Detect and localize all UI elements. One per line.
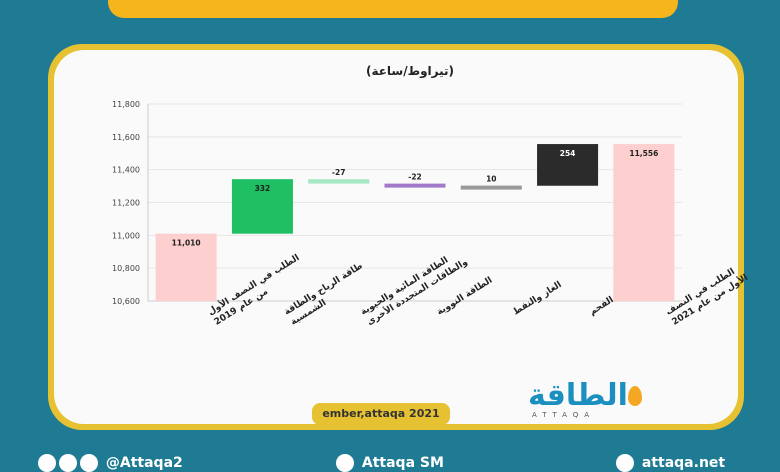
waterfall-bar: [537, 144, 599, 186]
svg-text:الطاقة النووية: الطاقة النووية: [435, 276, 494, 318]
youtube-icon[interactable]: [336, 454, 354, 472]
social-links[interactable]: @Attaqa2: [38, 454, 183, 472]
y-tick-label: 11,000: [112, 231, 140, 240]
y-tick-label: 11,800: [112, 100, 140, 109]
svg-text:الفحم: الفحم: [588, 295, 616, 318]
chart-unit-title: (تيراوط/ساعة): [365, 64, 455, 78]
y-tick-label: 11,400: [112, 166, 140, 175]
waterfall-bar: [308, 179, 370, 184]
bar-value-label: 254: [560, 149, 576, 158]
bar-value-label: 11,556: [629, 149, 658, 158]
bar-value-label: 10: [486, 175, 496, 184]
waterfall-bar: [155, 233, 217, 301]
globe-icon[interactable]: [616, 454, 634, 472]
logo-text: الطاقة: [528, 378, 628, 413]
x-tick-label: الطاقة النووية: [435, 276, 494, 318]
youtube-handle[interactable]: Attaqa SM: [361, 455, 444, 471]
youtube-link[interactable]: Attaqa SM: [336, 454, 444, 472]
bar-value-label: -27: [332, 168, 346, 177]
logo-drop-icon: [628, 386, 642, 406]
x-tick-label: الفحم: [588, 295, 616, 318]
top-banner: [108, 0, 678, 18]
chart-grid: [147, 103, 682, 302]
website-text[interactable]: attaqa.net: [641, 455, 726, 471]
instagram-icon[interactable]: [59, 454, 77, 472]
svg-text:الغاز والنفط: الغاز والنفط: [512, 280, 564, 318]
chart-bars: 11,010 332 -27 -22 10 254 11,556: [155, 144, 675, 301]
logo-subtext: ATTAQA: [532, 411, 596, 419]
waterfall-bar: [384, 183, 446, 188]
waterfall-bar: [613, 144, 675, 301]
x-tick-label: الغاز والنفط: [512, 280, 564, 318]
waterfall-bar: [231, 179, 293, 234]
waterfall-bar: [460, 185, 522, 190]
y-tick-label: 10,600: [112, 297, 140, 306]
footer-bar: @Attaqa2 Attaqa SM attaqa.net: [0, 452, 780, 472]
bar-value-label: 332: [255, 184, 271, 193]
facebook-icon[interactable]: [80, 454, 98, 472]
social-handle[interactable]: @Attaqa2: [105, 455, 183, 471]
y-tick-label: 10,800: [112, 264, 140, 273]
attaqa-logo: الطاقة ATTAQA: [528, 378, 648, 424]
y-axis-ticks: 10,600 10,800 11,000 11,200 11,400 11,600 11,8…: [112, 100, 140, 306]
y-tick-label: 11,200: [112, 199, 140, 208]
website-link[interactable]: attaqa.net: [616, 454, 725, 472]
bar-value-label: 11,010: [172, 239, 201, 248]
twitter-icon[interactable]: [38, 454, 56, 472]
svg-text:والطاقات المتجددة الأخرى: والطاقات المتجددة الأخرى: [364, 256, 469, 328]
y-tick-label: 11,600: [112, 133, 140, 142]
source-label: ember,attaqa 2021: [312, 403, 450, 425]
bar-value-label: -22: [408, 173, 422, 182]
